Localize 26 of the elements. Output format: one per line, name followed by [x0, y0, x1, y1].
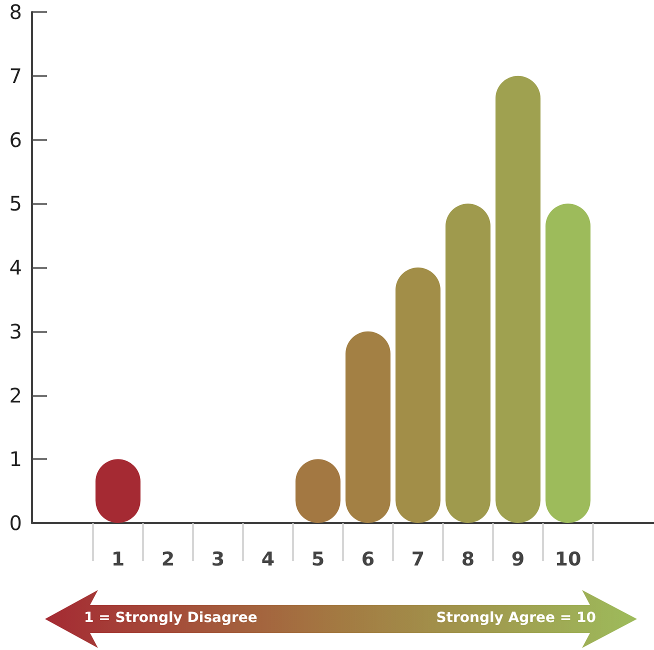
y-tick-label: 5: [9, 192, 22, 216]
y-tick-label: 8: [9, 0, 22, 24]
bar: [346, 331, 390, 523]
y-tick-label: 1: [9, 447, 22, 472]
bar: [396, 268, 440, 523]
x-tick-label: 3: [211, 548, 225, 570]
bar: [496, 76, 540, 523]
y-tick-label: 6: [9, 128, 22, 152]
x-tick-label: 10: [554, 548, 582, 570]
x-tick-label: 1: [111, 548, 125, 570]
x-tick-label: 9: [511, 548, 525, 570]
y-tick-label: 0: [9, 511, 22, 535]
x-tick-label: 4: [261, 548, 275, 570]
x-tick-label: 8: [461, 548, 475, 570]
bar: [546, 204, 590, 523]
y-tick-label: 3: [9, 319, 22, 344]
text: 1 = Strongly Disagree: [84, 609, 258, 628]
y-tick-label: 7: [9, 64, 22, 88]
x-tick-label: 6: [361, 548, 375, 570]
x-tick-label: 5: [311, 548, 325, 570]
x-tick-label: 2: [161, 548, 175, 570]
y-tick-label: 2: [9, 383, 22, 408]
text: Strongly Agree = 10: [436, 609, 596, 628]
y-tick-label: 4: [9, 256, 22, 280]
bar: [446, 204, 490, 523]
x-tick-label: 7: [411, 548, 425, 570]
